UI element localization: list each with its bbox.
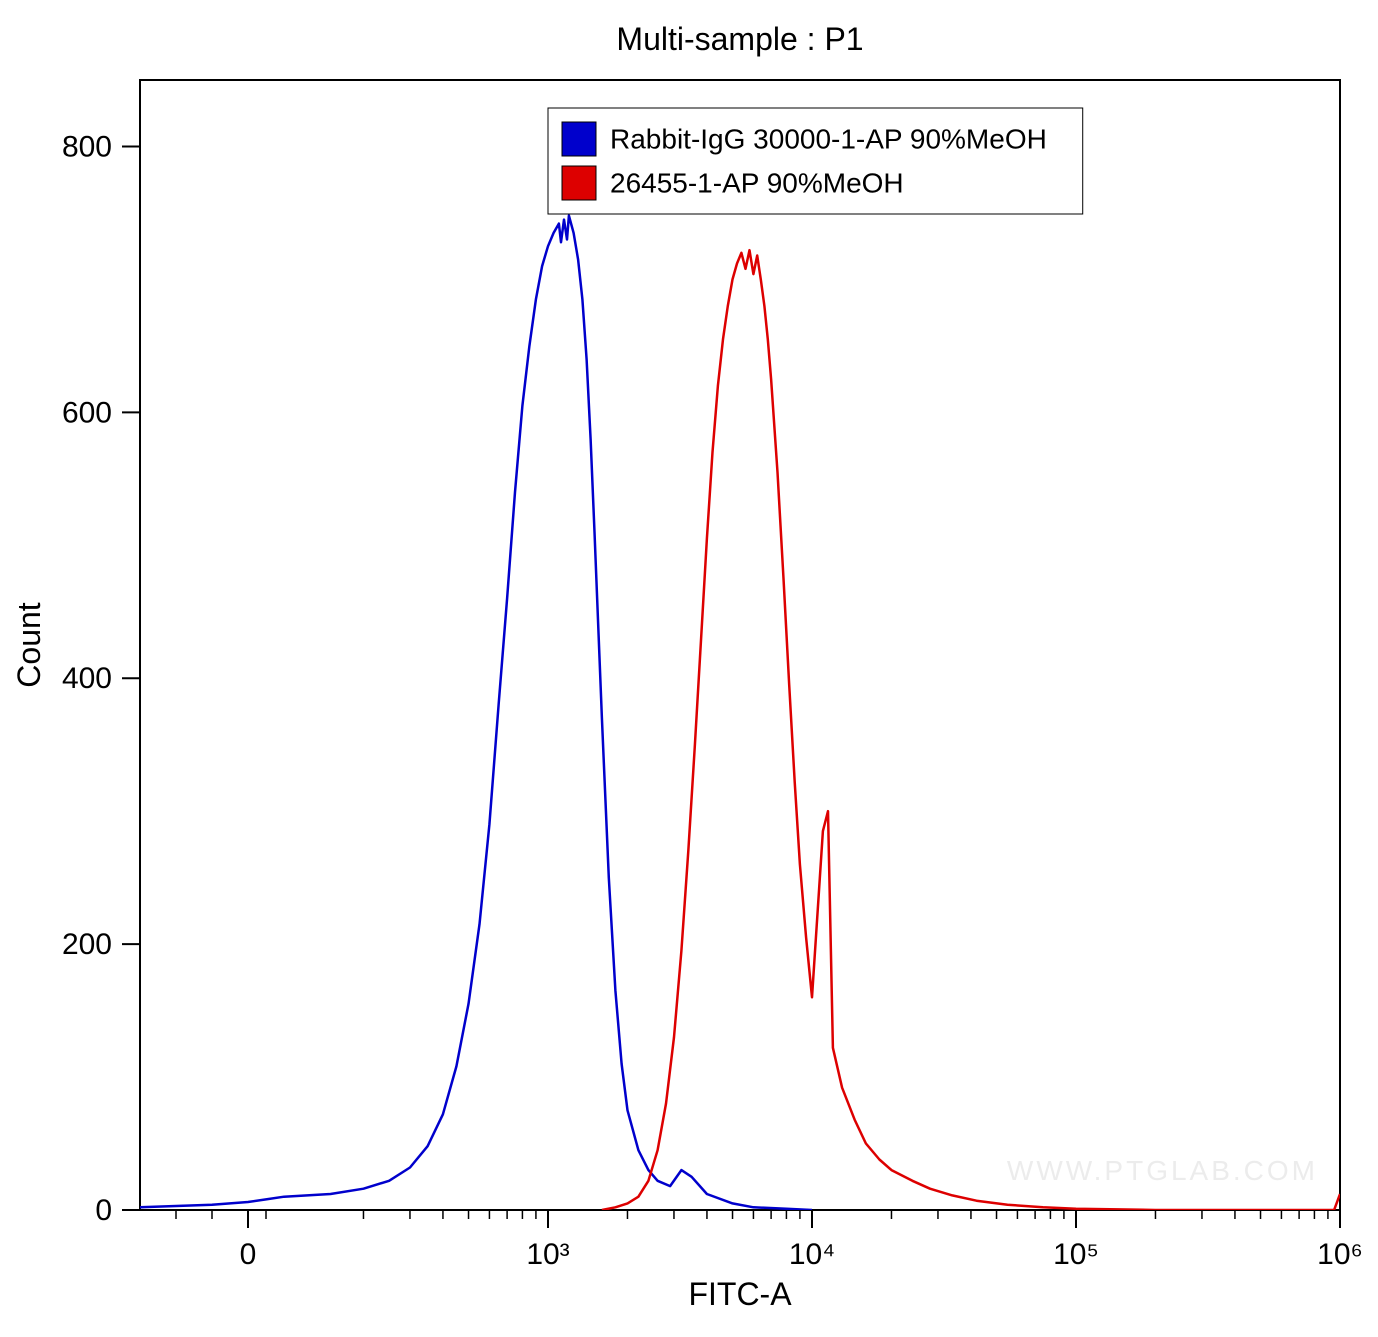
svg-text:400: 400 — [62, 662, 112, 695]
svg-text:Multi-sample : P1: Multi-sample : P1 — [616, 21, 863, 57]
svg-text:10⁴: 10⁴ — [789, 1238, 835, 1271]
svg-text:0: 0 — [240, 1238, 257, 1271]
flow-cytometry-chart: Multi-sample : P1 0 200 400 600 800 Count 0 10³ 1… — [0, 0, 1378, 1337]
svg-text:Rabbit-IgG 30000-1-AP 90%MeOH: Rabbit-IgG 30000-1-AP 90%MeOH — [610, 124, 1047, 155]
svg-text:10⁶: 10⁶ — [1317, 1238, 1363, 1271]
svg-text:0: 0 — [95, 1194, 112, 1227]
chart-container: Multi-sample : P1 0 200 400 600 800 Count 0 10³ 1… — [0, 0, 1378, 1337]
svg-text:Count: Count — [11, 602, 47, 688]
svg-text:800: 800 — [62, 130, 112, 163]
svg-text:10³: 10³ — [526, 1238, 569, 1271]
svg-text:10⁵: 10⁵ — [1053, 1238, 1099, 1271]
svg-text:26455-1-AP 90%MeOH: 26455-1-AP 90%MeOH — [610, 168, 904, 199]
svg-text:FITC-A: FITC-A — [688, 1276, 792, 1312]
svg-text:600: 600 — [62, 396, 112, 429]
svg-text:200: 200 — [62, 928, 112, 961]
